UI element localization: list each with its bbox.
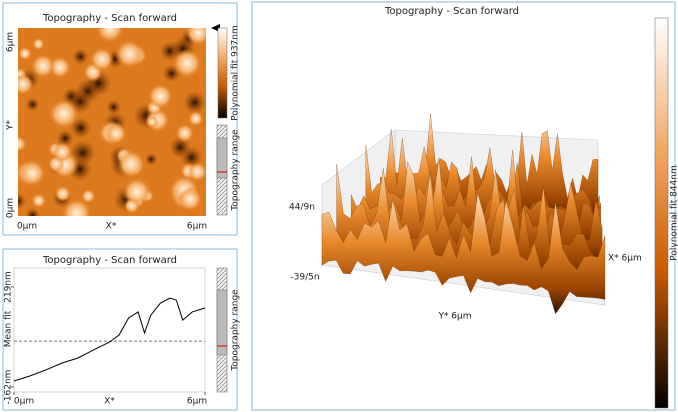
x-label: X*	[106, 222, 117, 232]
image-pit	[182, 90, 206, 115]
image-pit	[25, 97, 40, 112]
image-grain	[61, 198, 92, 216]
surface-ridge	[321, 192, 606, 315]
image-grain	[54, 185, 71, 202]
range-slider[interactable]	[216, 137, 228, 179]
y-axis-label: Y* 6µm	[437, 312, 471, 322]
image-grain	[90, 47, 114, 72]
image-pit	[106, 99, 122, 115]
x-label: X*	[104, 397, 115, 407]
z-top: 44/9n	[289, 203, 315, 213]
panel-title: Topography - Scan forward	[42, 13, 177, 24]
x-left: 0µm	[17, 222, 37, 232]
image-pit	[18, 192, 27, 210]
image-pit	[144, 152, 158, 166]
image-grain	[177, 186, 203, 212]
y-bottom: 0µm	[6, 198, 16, 218]
x-right: 6µm	[187, 222, 207, 232]
image-grain	[116, 150, 146, 179]
topography-image	[18, 28, 206, 216]
image-grain	[188, 110, 204, 127]
image-grain	[81, 189, 96, 204]
image-grain	[124, 198, 140, 214]
image-grain	[31, 193, 46, 208]
z-bottom: -39/5n	[290, 273, 319, 283]
range-label: Topography range	[231, 129, 241, 212]
y-label: Y*	[6, 120, 16, 131]
image-grain	[187, 162, 206, 182]
image-grain	[31, 53, 56, 79]
colorbar	[654, 17, 669, 409]
image-pit	[72, 48, 89, 66]
image-grain	[32, 37, 45, 51]
panel-title: Topography - Scan forward	[384, 6, 519, 17]
plot-area	[13, 267, 206, 393]
image-grain	[175, 123, 194, 143]
image-grain	[18, 46, 32, 61]
image-grain	[18, 135, 27, 153]
image-grain	[145, 115, 159, 128]
y-top: 6µm	[6, 32, 16, 52]
y-tick-label: -162nm	[4, 370, 14, 405]
profile-line	[13, 297, 206, 382]
image-grain	[18, 73, 34, 96]
surface	[321, 113, 606, 315]
x-tick-label: 0µm	[14, 397, 34, 407]
y-tick-label: 219nm	[4, 271, 14, 303]
image-grain	[115, 39, 144, 69]
image-grain	[185, 28, 206, 46]
range-slider[interactable]	[216, 289, 228, 356]
range-label: Topography range	[231, 289, 241, 372]
x-tick-label: 6µm	[187, 397, 207, 407]
colorbar	[217, 27, 228, 119]
y-label: Mean fit	[4, 310, 14, 347]
image-pit	[24, 207, 41, 216]
colorbar-label: Polynomial fit 844nm	[670, 165, 678, 261]
x-axis-label: X* 6µm	[608, 254, 642, 264]
image-grain	[105, 123, 127, 145]
image-grain	[95, 28, 125, 43]
panel-title: Topography - Scan forward	[42, 255, 177, 266]
colorbar-label: Polynomial fit 937nm	[231, 25, 241, 121]
image-grain	[18, 159, 46, 187]
profile-chart: -162nm 219nm 0µm 6µm X* Mean fit	[4, 267, 207, 407]
image-grain	[147, 83, 174, 109]
image-grain	[52, 142, 73, 162]
image-grain	[48, 98, 79, 129]
image-grain	[172, 48, 202, 79]
